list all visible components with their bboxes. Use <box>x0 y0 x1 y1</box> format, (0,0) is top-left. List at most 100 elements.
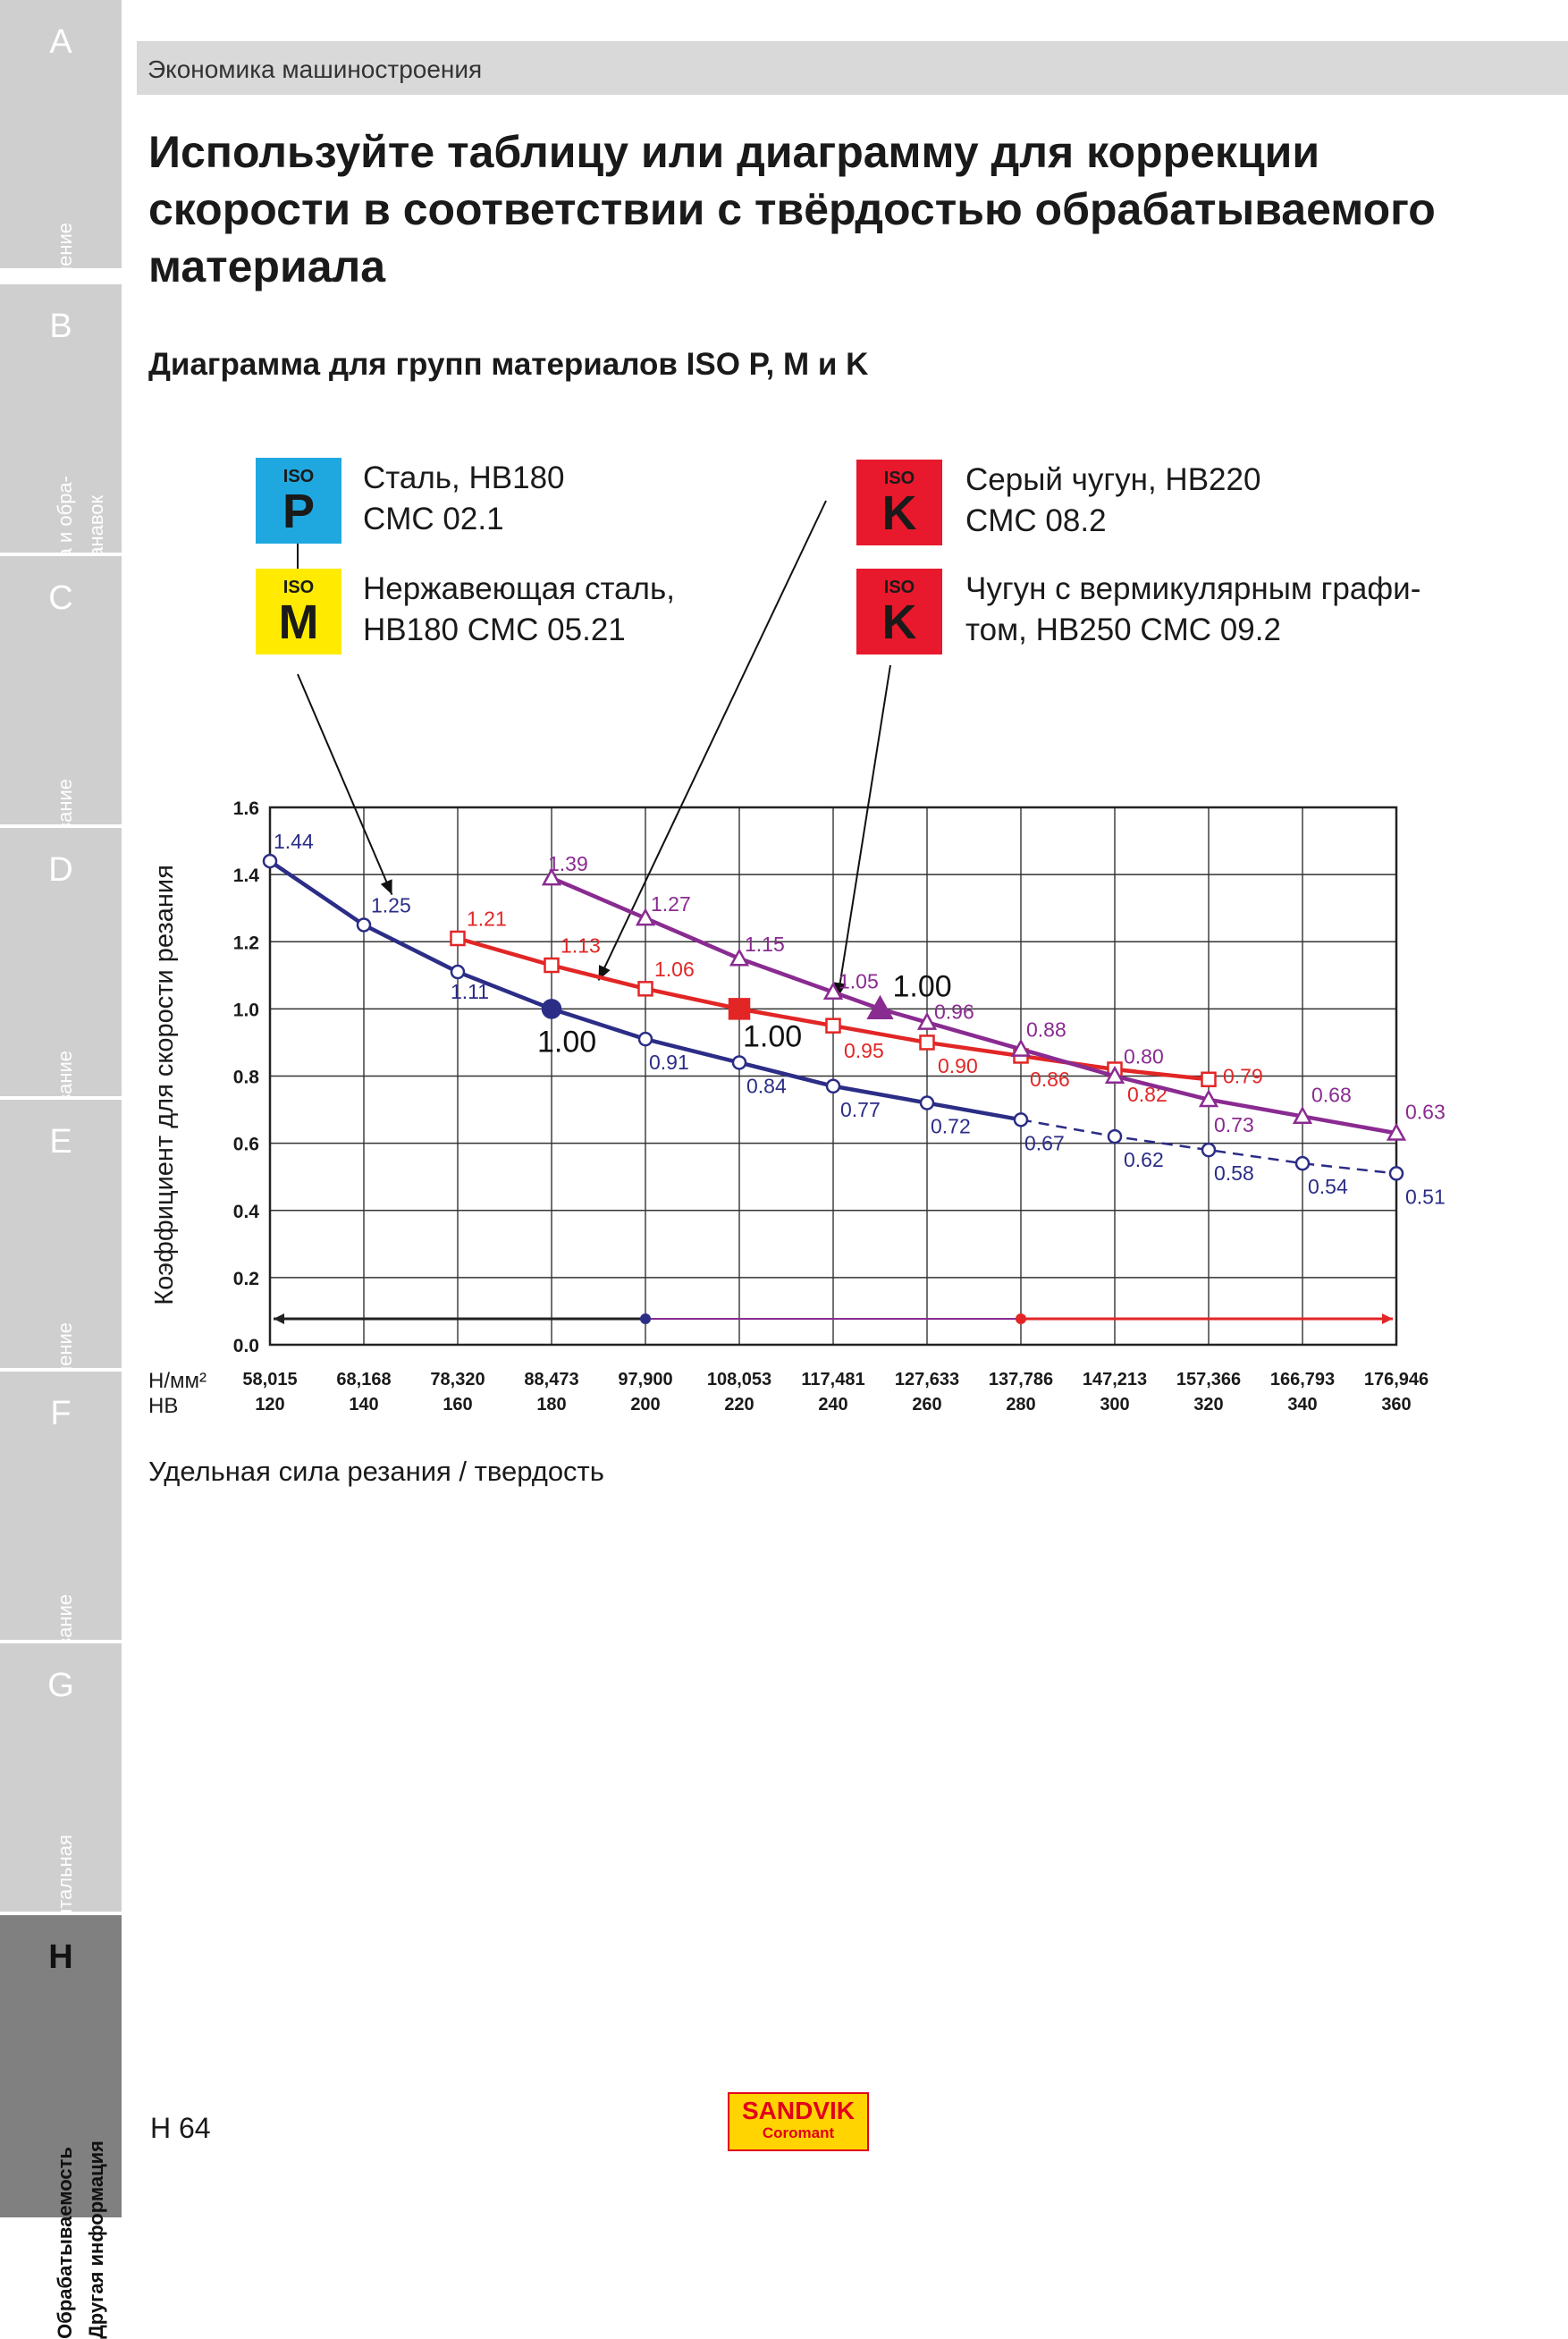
series-square: 1.211.131.061.00 0.950.900.860.820.79 <box>450 907 1263 1106</box>
data-label: 0.54 <box>1308 1175 1348 1198</box>
x-tick-label-hb: 240 <box>818 1395 847 1414</box>
iso-badge-letter: K <box>881 486 917 540</box>
data-point <box>1104 1065 1125 1084</box>
data-label: 0.72 <box>931 1115 971 1138</box>
data-label: 0.91 <box>649 1051 689 1074</box>
x-unit-label-n: Н/мм² <box>148 1369 207 1393</box>
data-label: 0.88 <box>1026 1018 1066 1041</box>
iso-badge-caption: ISO <box>282 467 315 486</box>
x-tick-label-hb: 260 <box>912 1395 941 1414</box>
legend-text: Серый чугун, HB220 CMC 08.2 <box>965 462 1261 538</box>
data-point <box>450 930 466 947</box>
tab-h[interactable]: H Обрабатываемость Другая информация <box>0 1915 122 2339</box>
data-point <box>1201 1142 1217 1158</box>
x-tick-label-hb: 180 <box>536 1395 566 1414</box>
data-label: 0.90 <box>938 1054 978 1077</box>
series-circle: 1.44 1.25 1.11 1.00 0.91 0.84 0.77 0.72 0.67 0.62… <box>262 830 1446 1208</box>
section-name: Экономика машиностроения <box>148 55 483 83</box>
page-title: Используйте таблицу или диаграмму для ко… <box>148 127 1436 291</box>
tab-letter: F <box>50 1395 72 1432</box>
data-point <box>919 1095 935 1110</box>
iso-badge-letter: P <box>282 485 316 538</box>
x-tick-label-n: 166,793 <box>1270 1370 1335 1389</box>
reference-label: 1.00 <box>743 1019 802 1053</box>
data-point <box>356 917 372 933</box>
reference-label: 1.00 <box>537 1025 596 1059</box>
data-label: 0.62 <box>1124 1148 1164 1171</box>
data-point <box>916 1011 938 1030</box>
x-tick-label-n: 108,053 <box>707 1370 771 1389</box>
data-label: 1.25 <box>371 893 411 916</box>
data-point <box>1388 1166 1404 1181</box>
x-tick-label-hb: 160 <box>443 1395 472 1414</box>
x-tick-label-n: 137,786 <box>989 1370 1053 1389</box>
x-tick-label-hb: 280 <box>1006 1395 1035 1414</box>
tab-b[interactable]: BОтрезка и обра- ботка канавок <box>0 284 122 623</box>
data-label: 0.63 <box>1405 1100 1446 1123</box>
plot-frame <box>268 806 1398 1347</box>
x-tick-label-n: 68,168 <box>336 1370 391 1389</box>
data-label: 1.06 <box>654 958 695 981</box>
data-label: 0.58 <box>1214 1161 1254 1185</box>
data-point <box>731 1055 747 1070</box>
tab-letter: E <box>49 1123 72 1161</box>
data-label: 0.68 <box>1311 1084 1352 1107</box>
iso-badge-caption: ISO <box>883 469 915 488</box>
tab-letter: C <box>48 579 73 617</box>
x-tick-label-hb: 200 <box>630 1395 660 1414</box>
data-label: 1.39 <box>548 852 588 875</box>
data-point <box>637 1031 653 1047</box>
data-label: 0.96 <box>934 1000 974 1023</box>
data-label: 0.86 <box>1030 1068 1070 1091</box>
iso-badge-caption: ISO <box>883 578 915 597</box>
tab-c[interactable]: CРезьбонарезание <box>0 556 122 939</box>
data-label: 1.15 <box>745 933 785 956</box>
tab-g[interactable]: GИнструментальная оснастка <box>0 1643 122 2008</box>
data-point <box>635 908 656 926</box>
data-point <box>1198 1089 1219 1108</box>
x-tick-label-n: 88,473 <box>524 1370 578 1389</box>
data-point <box>919 1034 935 1051</box>
data-label: 0.95 <box>844 1039 884 1062</box>
leader-arrow <box>297 673 393 896</box>
chart-subtitle: Диаграмма для групп материалов ISO P, M … <box>148 347 869 382</box>
x-tick-label-n: 176,946 <box>1364 1370 1429 1389</box>
leader-arrow <box>833 664 891 998</box>
data-point <box>1294 1155 1311 1171</box>
data-point <box>1201 1071 1217 1088</box>
data-point <box>822 982 844 1001</box>
tab-f[interactable]: FРастачивание <box>0 1372 122 1722</box>
data-point <box>866 994 894 1020</box>
data-point <box>825 1018 841 1034</box>
leader-arrow <box>597 500 827 981</box>
iso-badge-m: ISO M <box>256 569 341 654</box>
page-number: H 64 <box>150 2112 211 2144</box>
axis-caption: Удельная сила резания / твердость <box>148 1456 604 1487</box>
data-point <box>541 999 562 1019</box>
data-point <box>825 1078 841 1094</box>
legend-text: Чугун с вермикулярным графи- том, HB250 … <box>965 571 1421 647</box>
iso-badge-caption: ISO <box>282 578 315 597</box>
x-tick-label-hb: 300 <box>1100 1395 1129 1414</box>
data-point <box>729 948 750 967</box>
data-label: 0.67 <box>1024 1131 1065 1154</box>
iso-badge-p: ISO P <box>256 458 341 544</box>
data-point <box>541 867 562 886</box>
tab-d[interactable]: DФрезерование <box>0 828 122 1183</box>
data-label: 0.77 <box>840 1098 881 1121</box>
data-point <box>450 964 466 980</box>
data-label: 0.80 <box>1124 1045 1164 1068</box>
tab-letter: H <box>48 1938 73 1976</box>
x-tick-label-n: 157,366 <box>1176 1370 1241 1389</box>
x-tick-label-hb: 140 <box>349 1395 378 1414</box>
iso-badge-k: ISO K <box>856 460 942 545</box>
range-arrow-dot <box>1016 1313 1026 1324</box>
chart: 0.0 0.2 0.4 0.6 0.8 1.0 1.2 1.4 1.6 Коэффициент д… <box>148 500 1446 1418</box>
tab-a[interactable]: A Точение <box>0 0 122 298</box>
data-point <box>637 981 653 997</box>
tab-e[interactable]: EСверление <box>0 1100 122 1423</box>
data-label: 0.79 <box>1223 1064 1263 1087</box>
iso-badge-letter: K <box>881 595 917 649</box>
data-label: 1.21 <box>467 907 507 930</box>
x-tick-label-n: 147,213 <box>1083 1370 1147 1389</box>
